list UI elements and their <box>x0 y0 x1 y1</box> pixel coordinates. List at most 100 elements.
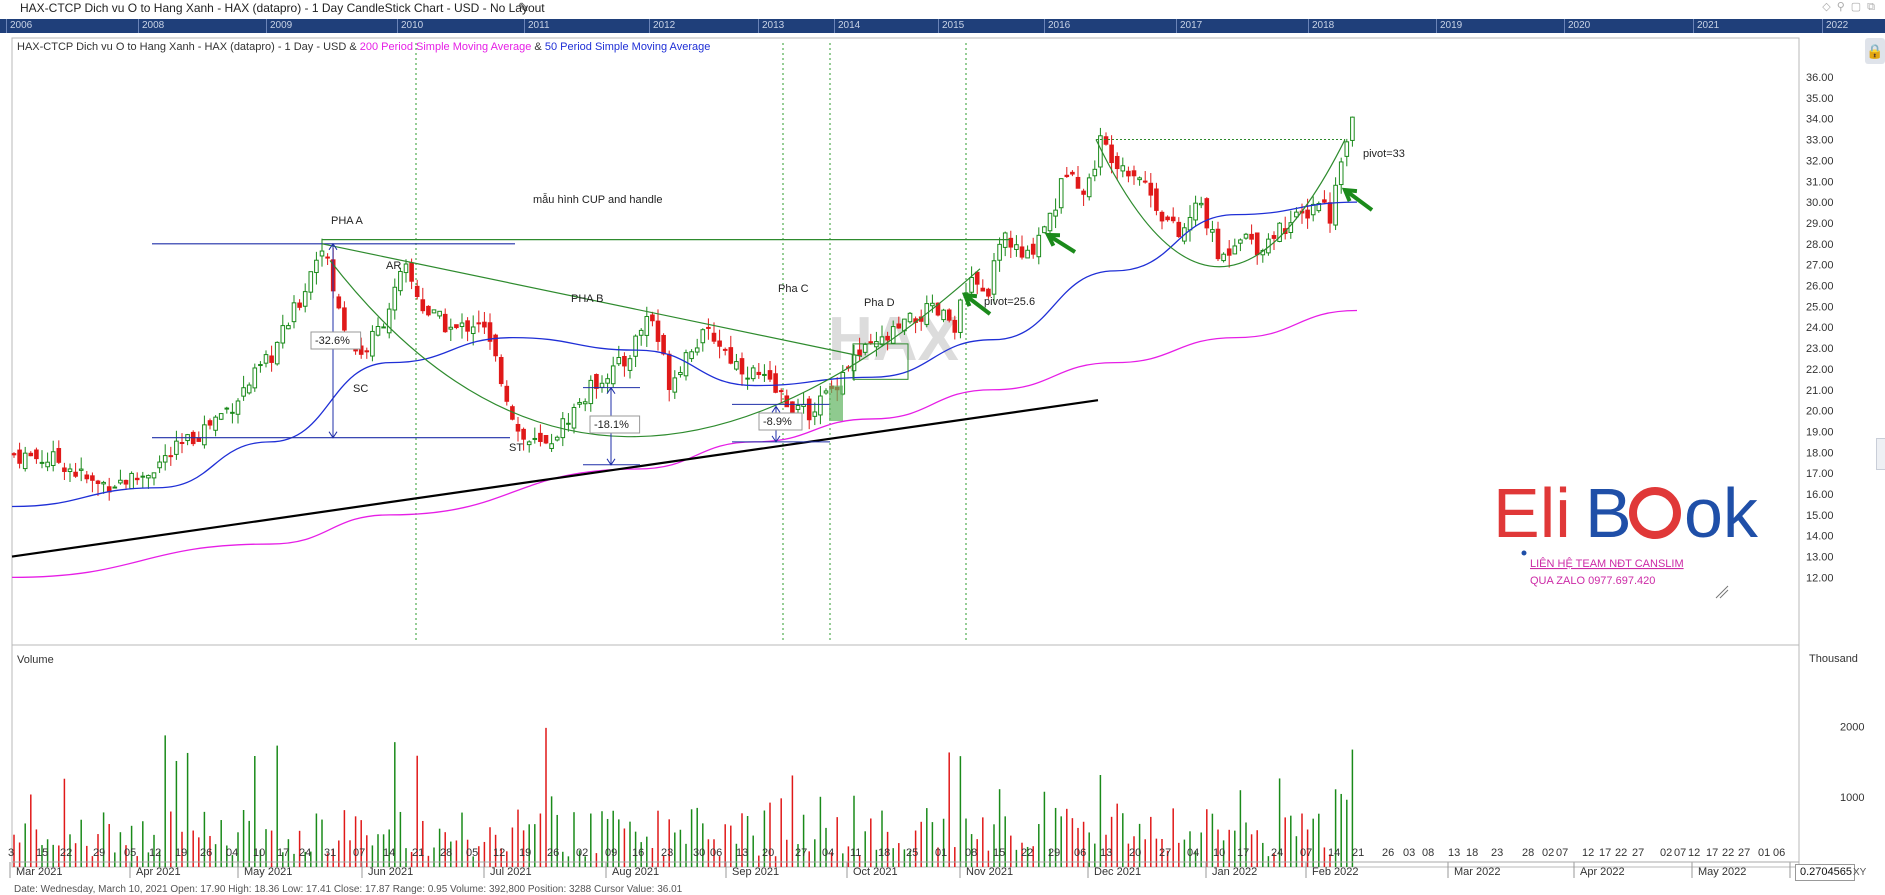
price-chart[interactable]: 36.00 35.00 34.00 33.00 32.00 31.00 30.00 29.00… <box>0 33 1885 892</box>
candle <box>67 468 73 473</box>
year-label[interactable]: 2012 <box>653 20 676 31</box>
candle <box>1120 165 1126 172</box>
candle <box>342 307 347 331</box>
moving-average-line <box>11 201 1358 508</box>
year-label[interactable]: 2019 <box>1440 20 1463 31</box>
x-day-tick: 02 <box>1542 847 1554 859</box>
year-label[interactable]: 2010 <box>401 20 424 31</box>
year-label[interactable]: 2020 <box>1568 20 1591 31</box>
year-label[interactable]: 2014 <box>838 20 861 31</box>
candle <box>1030 243 1036 255</box>
year-label[interactable]: 2011 <box>528 20 550 31</box>
y-tick-label: 34.00 <box>1806 114 1834 126</box>
year-label[interactable]: 2006 <box>10 20 33 31</box>
candle <box>952 319 958 333</box>
year-label[interactable]: 2009 <box>270 20 293 31</box>
candle <box>946 309 952 321</box>
candle <box>1221 253 1226 262</box>
candle <box>991 260 997 295</box>
x-day-tick: 20 <box>1129 847 1141 859</box>
arrow-head <box>328 242 338 251</box>
candle <box>616 356 622 365</box>
x-day-tick: 30 <box>693 847 705 859</box>
candle <box>258 364 263 367</box>
year-label[interactable]: 2013 <box>762 20 785 31</box>
logo-swirl-icon <box>1629 487 1681 539</box>
year-navigation-strip[interactable]: 2006 2008 2009 2010 2011 2012 2013 2014 2015 2016… <box>0 19 1885 33</box>
candle <box>17 449 22 464</box>
year-label[interactable]: 2017 <box>1180 20 1203 31</box>
x-day-tick: 28 <box>1522 847 1534 859</box>
candle <box>1159 211 1165 222</box>
y-tick-label: 12.00 <box>1806 572 1834 584</box>
candle <box>594 373 599 389</box>
candle <box>358 345 364 355</box>
x-day-tick: 12 <box>493 847 505 859</box>
year-separator <box>1564 19 1565 33</box>
edit-pen-icon[interactable]: ✎ <box>518 0 529 15</box>
window-controls[interactable]: ◇⚲▢⧉ <box>1822 1 1881 13</box>
candle <box>174 440 179 455</box>
lock-icon[interactable]: 🔒 <box>1865 38 1885 64</box>
candle <box>1103 136 1109 145</box>
x-day-tick: 28 <box>440 847 452 859</box>
year-label[interactable]: 2015 <box>942 20 965 31</box>
year-label[interactable]: 2008 <box>142 20 165 31</box>
candle <box>1075 176 1081 189</box>
x-day-tick: 04 <box>226 847 238 859</box>
candle <box>1154 188 1159 211</box>
candle <box>778 390 784 393</box>
candle <box>437 310 442 317</box>
candle <box>370 330 375 357</box>
candle <box>678 371 683 376</box>
year-separator <box>524 19 525 33</box>
candle <box>1215 228 1221 260</box>
candle <box>739 358 745 375</box>
candle <box>1327 202 1333 224</box>
legend-ma200: 200 Period Simple Moving Average <box>359 41 532 53</box>
candle <box>336 296 342 309</box>
candle <box>426 305 431 316</box>
year-label[interactable]: 2016 <box>1048 20 1071 31</box>
candle <box>1294 211 1299 218</box>
volume-unit-label: Thousand <box>1809 653 1858 665</box>
candle <box>22 452 28 470</box>
logo-dot <box>1521 550 1527 556</box>
x-day-tick: 04 <box>822 847 834 859</box>
cursor-value-box[interactable]: 0.2704565 <box>1795 864 1855 881</box>
candle <box>986 288 991 297</box>
volume-series <box>13 727 1354 867</box>
candle <box>157 461 162 469</box>
candle <box>431 309 437 314</box>
candle <box>1064 174 1070 178</box>
arrow-head <box>606 386 616 394</box>
candle <box>403 263 409 274</box>
candle <box>666 353 672 390</box>
year-label[interactable]: 2021 <box>1697 20 1720 31</box>
year-separator <box>938 19 939 33</box>
panel-scroll-handle[interactable] <box>1876 438 1885 470</box>
big-cup-curve <box>329 260 981 438</box>
candle <box>734 361 739 370</box>
x-day-tick: 08 <box>1422 847 1434 859</box>
candle <box>112 486 118 489</box>
year-label[interactable]: 2018 <box>1312 20 1335 31</box>
year-label[interactable]: 2022 <box>1826 20 1849 31</box>
candle <box>90 475 95 481</box>
logo-brand-right-1: B <box>1585 474 1632 552</box>
x-day-tick: 29 <box>1048 847 1060 859</box>
x-axis-months: Mar 2021 Apr 2021 May 2021 Jun 2021 Jul 2021… <box>9 862 1808 878</box>
candle <box>241 387 246 397</box>
candle <box>1198 202 1204 206</box>
candle <box>1338 161 1344 186</box>
candle <box>711 332 717 342</box>
candle <box>532 437 538 440</box>
year-separator <box>834 19 835 33</box>
candle <box>644 316 650 336</box>
candle <box>140 475 146 478</box>
candle <box>1047 212 1053 232</box>
candle <box>515 423 521 432</box>
candle <box>50 451 56 466</box>
candle <box>146 474 151 479</box>
